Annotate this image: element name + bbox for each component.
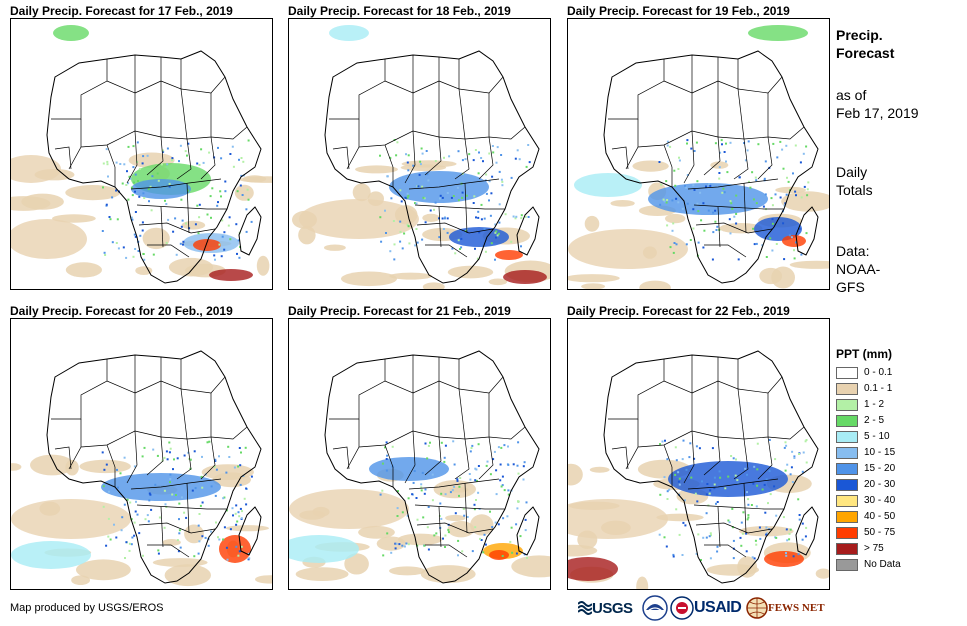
- legend-swatch: [836, 367, 858, 379]
- legend-swatch: [836, 431, 858, 443]
- legend-label: 30 - 40: [864, 495, 896, 506]
- legend-item: > 75: [836, 543, 956, 557]
- precip-map: [288, 18, 551, 290]
- legend-swatch: [836, 511, 858, 523]
- legend-label: 0.1 - 1: [864, 383, 893, 394]
- map-panel-1: Daily Precip. Forecast for 17 Feb., 2019: [10, 2, 273, 290]
- usaid-wordmark: USAID: [694, 599, 742, 616]
- legend-item: 20 - 30: [836, 479, 956, 493]
- legend-label: 20 - 30: [864, 479, 896, 490]
- noaa-logo: [642, 594, 668, 622]
- map-panel-2: Daily Precip. Forecast for 18 Feb., 2019: [288, 2, 551, 290]
- legend-swatch: [836, 415, 858, 427]
- panel-title: Daily Precip. Forecast for 17 Feb., 2019: [10, 4, 233, 18]
- legend-swatch: [836, 559, 858, 571]
- usgs-wordmark: USGS: [592, 599, 633, 617]
- panel-title: Daily Precip. Forecast for 22 Feb., 2019: [567, 304, 790, 318]
- map-credit: Map produced by USGS/EROS: [10, 602, 164, 614]
- fews-net-logo: FEWS NET: [746, 594, 825, 622]
- map-panel-4: Daily Precip. Forecast for 20 Feb., 2019: [10, 302, 273, 590]
- legend-item: 10 - 15: [836, 447, 956, 461]
- as-of-date: as of Feb 17, 2019: [836, 86, 919, 122]
- data-source-line-3: GFS: [836, 279, 865, 295]
- legend-label: 50 - 75: [864, 527, 896, 538]
- legend-label: No Data: [864, 559, 901, 570]
- legend-swatch: [836, 479, 858, 491]
- as-of-label: as of: [836, 87, 867, 103]
- partner-logos: USGS USAID FEWS NET: [578, 594, 828, 622]
- totals-line-2: Totals: [836, 182, 873, 198]
- forecast-heading: Precip. Forecast: [836, 26, 894, 62]
- fews-globe-icon: [746, 597, 768, 619]
- legend-item: 2 - 5: [836, 415, 956, 429]
- precip-map: [10, 18, 273, 290]
- usaid-logo: USAID: [670, 594, 742, 622]
- legend-swatch: [836, 543, 858, 555]
- legend-item: 30 - 40: [836, 495, 956, 509]
- legend-item: 0.1 - 1: [836, 383, 956, 397]
- legend-item: 40 - 50: [836, 511, 956, 525]
- panel-title: Daily Precip. Forecast for 19 Feb., 2019: [567, 4, 790, 18]
- legend-item: 50 - 75: [836, 527, 956, 541]
- fews-net-wordmark: FEWS NET: [768, 602, 825, 614]
- legend-label: 1 - 2: [864, 399, 885, 410]
- legend-item: 5 - 10: [836, 431, 956, 445]
- usgs-logo: USGS: [578, 594, 633, 622]
- totals-label: Daily Totals: [836, 163, 873, 199]
- as-of-value: Feb 17, 2019: [836, 105, 919, 121]
- map-panel-3: Daily Precip. Forecast for 19 Feb., 2019: [567, 2, 830, 290]
- precip-map: [10, 318, 273, 590]
- legend-swatch: [836, 527, 858, 539]
- panel-title: Daily Precip. Forecast for 18 Feb., 2019: [288, 4, 511, 18]
- panel-title: Daily Precip. Forecast for 21 Feb., 2019: [288, 304, 511, 318]
- legend-label: 15 - 20: [864, 463, 896, 474]
- legend-swatch: [836, 495, 858, 507]
- precip-map: [288, 318, 551, 590]
- legend-label: 5 - 10: [864, 431, 890, 442]
- usaid-seal-icon: [670, 596, 694, 620]
- data-source-line-2: NOAA-: [836, 261, 881, 277]
- legend-swatch: [836, 383, 858, 395]
- map-panel-5: Daily Precip. Forecast for 21 Feb., 2019: [288, 302, 551, 590]
- noaa-emblem-icon: [642, 595, 668, 621]
- legend-item: 0 - 0.1: [836, 367, 956, 381]
- legend-label: 2 - 5: [864, 415, 885, 426]
- legend-item: 15 - 20: [836, 463, 956, 477]
- precip-map: [567, 18, 830, 290]
- legend-label: > 75: [864, 543, 884, 554]
- usgs-wave-icon: [578, 601, 592, 615]
- legend-item: 1 - 2: [836, 399, 956, 413]
- heading-line-2: Forecast: [836, 45, 895, 61]
- legend-label: 40 - 50: [864, 511, 896, 522]
- heading-line-1: Precip.: [836, 27, 883, 43]
- legend-swatch: [836, 399, 858, 411]
- legend-label: 0 - 0.1: [864, 367, 893, 378]
- map-panel-6: Daily Precip. Forecast for 22 Feb., 2019: [567, 302, 830, 590]
- legend-swatch: [836, 463, 858, 475]
- totals-line-1: Daily: [836, 164, 868, 180]
- data-source: Data: NOAA- GFS: [836, 242, 880, 296]
- legend-swatch: [836, 447, 858, 459]
- precip-map: [567, 318, 830, 590]
- panel-title: Daily Precip. Forecast for 20 Feb., 2019: [10, 304, 233, 318]
- legend-item: No Data: [836, 559, 956, 573]
- data-source-line-1: Data:: [836, 243, 870, 259]
- legend-title: PPT (mm): [836, 347, 893, 361]
- legend-label: 10 - 15: [864, 447, 896, 458]
